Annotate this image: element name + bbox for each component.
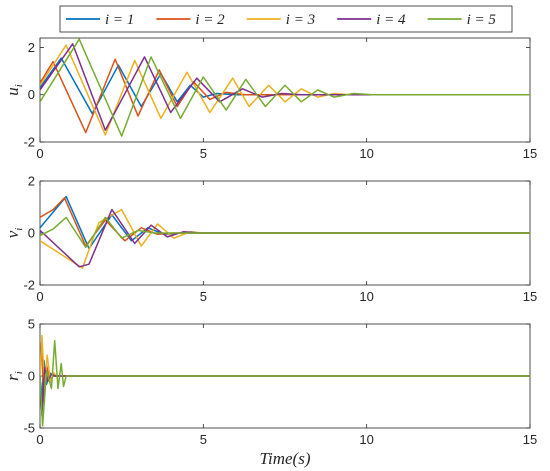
x-tick-label: 0 [36, 432, 43, 447]
y-tick-label: -2 [23, 135, 35, 150]
series-line-i3 [40, 208, 530, 269]
x-tick-label: 0 [36, 289, 43, 304]
x-axis-label: Time(s) [260, 449, 311, 468]
series-line-i5 [40, 216, 530, 249]
legend-label-i5: i = 5 [467, 12, 497, 28]
y-tick-label: 0 [28, 87, 35, 102]
series-line-i3 [40, 44, 530, 136]
legend-label-i4: i = 4 [376, 12, 406, 28]
y-tick-label: 0 [28, 369, 35, 384]
y-axis-label: ri [3, 371, 25, 381]
legend-label-i3: i = 3 [286, 12, 315, 28]
y-axis-label: vi [3, 228, 25, 239]
series-line-i3 [40, 334, 530, 390]
axes-frame [39, 37, 531, 143]
y-tick-label: 5 [28, 317, 35, 332]
x-tick-label: 5 [200, 146, 207, 161]
series-line-i2 [40, 58, 530, 134]
series-line-i1 [40, 57, 530, 115]
x-tick-label: 10 [359, 432, 373, 447]
x-tick-label: 10 [359, 289, 373, 304]
x-tick-label: 10 [359, 146, 373, 161]
series-line-i1 [40, 195, 530, 250]
y-tick-label: -5 [23, 421, 35, 436]
legend: i = 1 i = 2 i = 3 i = 4 i = 5 [59, 5, 513, 33]
y-tick-label: 2 [28, 40, 35, 55]
legend-label-i1: i = 1 [105, 12, 134, 28]
x-tick-label: 15 [523, 146, 537, 161]
series-line-i2 [40, 197, 530, 247]
series-line-i5 [40, 339, 530, 427]
series-line-i4 [40, 43, 530, 131]
y-axis-label: ui [3, 84, 25, 96]
y-tick-label: -2 [23, 278, 35, 293]
x-tick-label: 15 [523, 289, 537, 304]
series-line-i5 [40, 38, 530, 137]
x-tick-label: 0 [36, 146, 43, 161]
y-tick-label: 0 [28, 226, 35, 241]
x-tick-label: 5 [200, 289, 207, 304]
y-tick-label: 2 [28, 174, 35, 189]
x-tick-label: 5 [200, 432, 207, 447]
series-line-i1 [40, 359, 530, 403]
legend-label-i2: i = 2 [195, 12, 225, 28]
series-line-i2 [40, 341, 530, 402]
x-tick-label: 15 [523, 432, 537, 447]
series-line-i4 [40, 366, 530, 417]
